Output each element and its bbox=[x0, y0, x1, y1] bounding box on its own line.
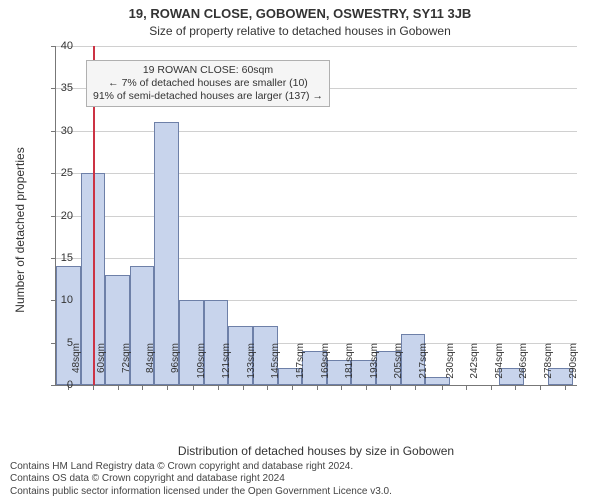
x-tick-label: 181sqm bbox=[344, 343, 355, 393]
x-tick bbox=[193, 385, 194, 390]
annotation-box: 19 ROWAN CLOSE: 60sqm← 7% of detached ho… bbox=[86, 60, 330, 107]
y-tick-label: 35 bbox=[48, 82, 73, 94]
x-tick-label: 242sqm bbox=[469, 343, 480, 393]
y-tick-label: 30 bbox=[48, 125, 73, 137]
x-tick bbox=[142, 385, 143, 390]
x-tick bbox=[442, 385, 443, 390]
x-tick-label: 60sqm bbox=[96, 343, 107, 393]
x-tick bbox=[341, 385, 342, 390]
y-tick-label: 10 bbox=[48, 294, 73, 306]
x-tick-label: 157sqm bbox=[295, 343, 306, 393]
title-main: 19, ROWAN CLOSE, GOBOWEN, OSWESTRY, SY11… bbox=[0, 6, 600, 21]
x-tick bbox=[218, 385, 219, 390]
y-tick-label: 5 bbox=[48, 337, 73, 349]
x-tick-label: 133sqm bbox=[246, 343, 257, 393]
gridline bbox=[56, 131, 577, 132]
x-tick-label: 145sqm bbox=[270, 343, 281, 393]
annotation-line: ← 7% of detached houses are smaller (10) bbox=[93, 77, 323, 90]
x-tick-label: 266sqm bbox=[518, 343, 529, 393]
x-tick-label: 109sqm bbox=[196, 343, 207, 393]
x-tick-label: 121sqm bbox=[221, 343, 232, 393]
x-tick bbox=[93, 385, 94, 390]
x-tick bbox=[118, 385, 119, 390]
y-tick-label: 0 bbox=[48, 379, 73, 391]
x-tick-label: 169sqm bbox=[320, 343, 331, 393]
x-tick bbox=[565, 385, 566, 390]
y-axis-label: Number of detached properties bbox=[13, 147, 27, 312]
x-tick-label: 96sqm bbox=[170, 343, 181, 393]
footer-line2: Contains OS data © Crown copyright and d… bbox=[10, 473, 392, 486]
footer-line1: Contains HM Land Registry data © Crown c… bbox=[10, 461, 392, 474]
x-tick bbox=[267, 385, 268, 390]
gridline bbox=[56, 216, 577, 217]
x-tick bbox=[415, 385, 416, 390]
x-tick bbox=[540, 385, 541, 390]
title-sub: Size of property relative to detached ho… bbox=[0, 24, 600, 38]
y-tick-label: 20 bbox=[48, 210, 73, 222]
x-tick bbox=[491, 385, 492, 390]
x-tick bbox=[390, 385, 391, 390]
gridline bbox=[56, 173, 577, 174]
x-tick-label: 254sqm bbox=[494, 343, 505, 393]
chart-container: 19, ROWAN CLOSE, GOBOWEN, OSWESTRY, SY11… bbox=[0, 0, 600, 500]
footer-attribution: Contains HM Land Registry data © Crown c… bbox=[10, 461, 392, 499]
footer-line3: Contains public sector information licen… bbox=[10, 486, 392, 499]
annotation-line: 91% of semi-detached houses are larger (… bbox=[93, 90, 323, 103]
x-tick bbox=[317, 385, 318, 390]
x-tick-label: 278sqm bbox=[543, 343, 554, 393]
y-tick-label: 40 bbox=[48, 40, 73, 52]
y-tick-label: 25 bbox=[48, 167, 73, 179]
x-axis-label: Distribution of detached houses by size … bbox=[55, 444, 577, 458]
x-tick-label: 193sqm bbox=[369, 343, 380, 393]
annotation-line: 19 ROWAN CLOSE: 60sqm bbox=[93, 64, 323, 77]
y-axis-label-wrap: Number of detached properties bbox=[10, 0, 30, 460]
x-tick bbox=[466, 385, 467, 390]
x-tick-label: 290sqm bbox=[568, 343, 579, 393]
x-tick bbox=[167, 385, 168, 390]
y-tick-label: 15 bbox=[48, 252, 73, 264]
x-tick bbox=[243, 385, 244, 390]
gridline bbox=[56, 258, 577, 259]
x-tick-label: 205sqm bbox=[393, 343, 404, 393]
x-tick-label: 230sqm bbox=[445, 343, 456, 393]
x-tick bbox=[515, 385, 516, 390]
x-tick-label: 84sqm bbox=[145, 343, 156, 393]
x-tick-label: 72sqm bbox=[121, 343, 132, 393]
x-tick-label: 217sqm bbox=[418, 343, 429, 393]
plot-area: 48sqm60sqm72sqm84sqm96sqm109sqm121sqm133… bbox=[55, 46, 577, 386]
gridline bbox=[56, 46, 577, 47]
x-tick bbox=[292, 385, 293, 390]
x-tick bbox=[366, 385, 367, 390]
